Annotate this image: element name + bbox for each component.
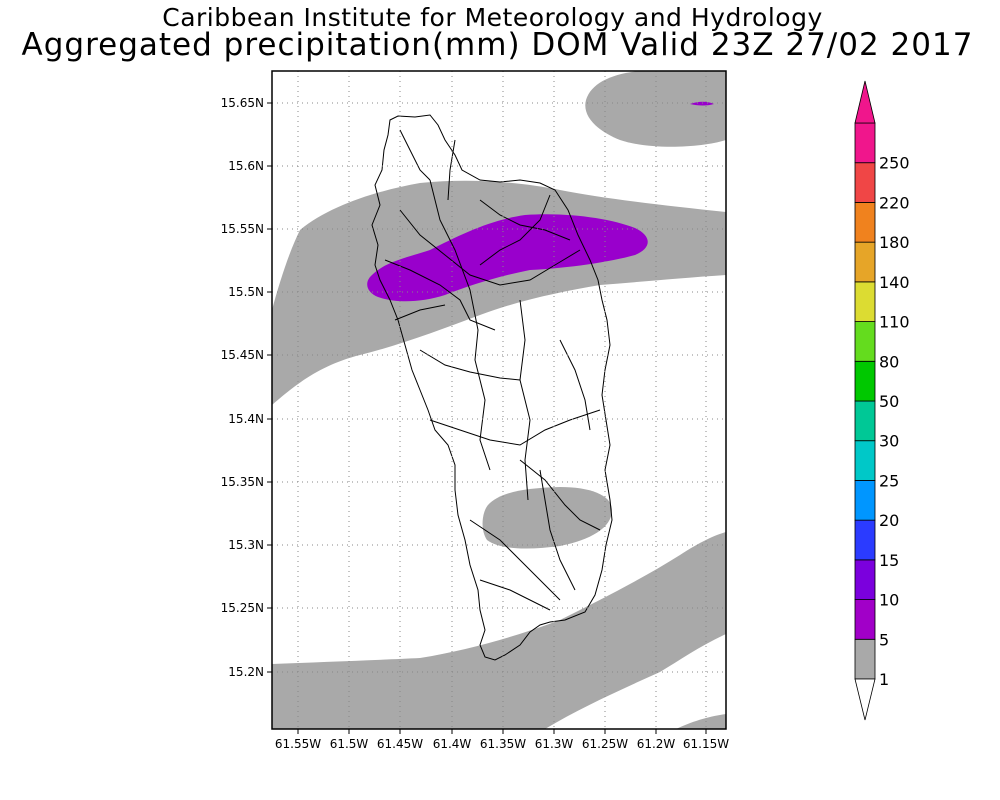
colorbar-label: 20 (879, 511, 899, 530)
x-tick-label: 61.2W (637, 737, 676, 751)
y-tick-label: 15.65N (221, 96, 264, 110)
y-tick-label: 15.3N (228, 538, 264, 552)
river (539, 469, 576, 591)
river (447, 139, 456, 201)
colorbar-label: 110 (879, 313, 910, 332)
colorbar-swatch (854, 519, 876, 561)
colorbar-label: 30 (879, 432, 899, 451)
x-tick-label: 61.25W (582, 737, 628, 751)
colorbar-label: 25 (879, 471, 899, 490)
colorbar-swatch (854, 321, 876, 362)
x-tick-label: 61.55W (275, 737, 321, 751)
precip-region-5-10mm (367, 214, 648, 302)
colorbar-max-arrow (854, 80, 876, 124)
precip-region-1-5mm (585, 71, 726, 147)
river (399, 129, 431, 181)
river (479, 199, 571, 241)
precip-regions (272, 71, 726, 729)
colorbar-label: 140 (879, 273, 910, 292)
colorbar-swatch (854, 599, 876, 640)
river (519, 459, 601, 531)
x-tick-label: 61.45W (377, 737, 423, 751)
y-axis: 15.65N 15.6N 15.55N 15.5N 15.45N 15.4N 15.35N 1… (221, 96, 272, 679)
y-tick-label: 15.2N (228, 665, 264, 679)
y-tick-label: 15.45N (221, 348, 264, 362)
colorbar-label: 50 (879, 392, 899, 411)
colorbar-label: 220 (879, 193, 910, 212)
colorbar-label: 180 (879, 233, 910, 252)
map-title: Caribbean Institute for Meteorology and … (162, 3, 823, 32)
map-subtitle: Aggregated precipitation(mm) DOM Valid 2… (21, 27, 974, 63)
grid-lines (272, 71, 726, 729)
colorbar-swatch (854, 360, 876, 402)
river (384, 259, 496, 331)
river (394, 304, 446, 321)
y-tick-label: 15.35N (221, 475, 264, 489)
map-frame (271, 70, 727, 730)
y-tick-label: 15.6N (228, 159, 264, 173)
colorbar-swatch (854, 638, 876, 680)
colorbar-swatch (854, 400, 876, 442)
x-tick-label: 61.35W (480, 737, 526, 751)
colorbar-label: 250 (879, 154, 910, 173)
colorbar-swatch (854, 480, 876, 521)
precip-region-1-5mm (272, 532, 726, 729)
colorbar-swatch (854, 440, 876, 481)
colorbar-min-arrow (854, 678, 876, 721)
y-tick-label: 15.5N (228, 285, 264, 299)
river (429, 409, 601, 446)
colorbar-label: 1 (879, 670, 889, 689)
colorbar-label: 5 (879, 630, 889, 649)
river (419, 349, 521, 381)
x-axis: 61.55W 61.5W 61.45W 61.4W 61.35W 61.3W 61.25W 6… (275, 729, 729, 751)
colorbar-swatch (854, 122, 876, 164)
river (399, 209, 581, 286)
river (429, 179, 491, 471)
colorbar-label: 10 (879, 591, 899, 610)
river (519, 299, 531, 501)
river (479, 194, 551, 266)
x-tick-label: 61.3W (535, 737, 574, 751)
colorbar-swatch (854, 559, 876, 600)
colorbar-swatch (854, 202, 876, 243)
river (469, 519, 561, 601)
coastline (371, 114, 613, 661)
x-tick-label: 61.4W (433, 737, 472, 751)
x-tick-label: 61.15W (683, 737, 729, 751)
colorbar-swatch (854, 281, 876, 322)
precip-region-1-5mm (482, 487, 612, 549)
river (479, 579, 551, 611)
y-tick-label: 15.55N (221, 222, 264, 236)
y-tick-label: 15.25N (221, 601, 264, 615)
colorbar-swatch (854, 241, 876, 283)
y-tick-label: 15.4N (228, 412, 264, 426)
colorbar-label: 80 (879, 352, 899, 371)
colorbar-swatch (854, 162, 876, 203)
precip-region-1-5mm (676, 714, 726, 729)
x-tick-label: 61.5W (330, 737, 369, 751)
colorbar-label: 15 (879, 551, 899, 570)
